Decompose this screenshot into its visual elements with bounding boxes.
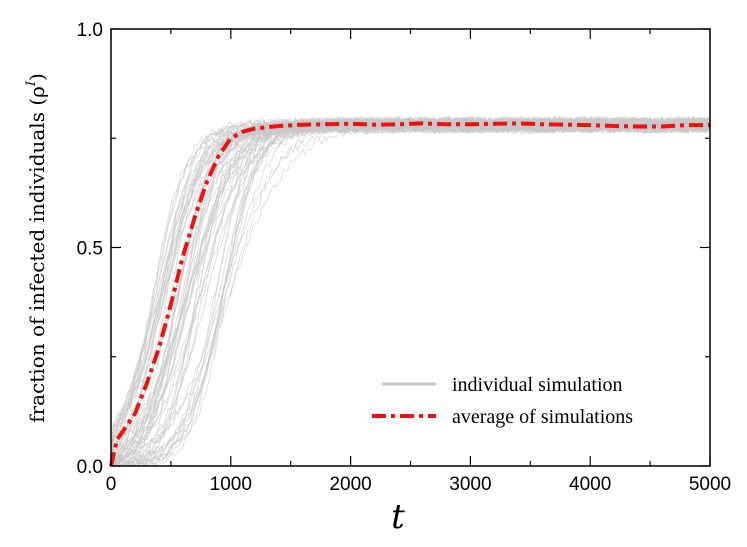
y-axis-title: fraction of infected individuals (ρI) [24, 73, 49, 423]
x-tick-label: 0 [106, 474, 117, 495]
individual-simulation-line [111, 123, 711, 468]
x-axis: 0 1000 2000 3000 4000 5000 [106, 29, 731, 495]
y-tick-label: 0.0 [77, 457, 103, 478]
y-axis-title-superscript: I [24, 80, 39, 87]
legend-label-average: average of simulations [452, 406, 633, 428]
average-series-group [109, 121, 710, 467]
average-series-line [109, 121, 710, 467]
x-tick-label: 4000 [569, 474, 611, 495]
y-axis-title-close: ) [25, 73, 49, 81]
x-tick-label: 1000 [210, 474, 252, 495]
x-tick-label: 3000 [449, 474, 491, 495]
y-axis: 0.0 0.5 1.0 [77, 20, 710, 478]
x-tick-label: 5000 [689, 474, 731, 495]
x-axis-title: t [391, 497, 405, 537]
legend-label-individual: individual simulation [452, 374, 623, 396]
x-tick-label: 2000 [329, 474, 371, 495]
y-tick-label: 0.5 [77, 239, 103, 260]
y-tick-label: 1.0 [77, 20, 103, 41]
y-axis-title-main: fraction of infected individuals (ρ [25, 86, 49, 423]
individual-simulation-line [110, 122, 711, 467]
legend: individual simulation average of simulat… [372, 374, 633, 428]
